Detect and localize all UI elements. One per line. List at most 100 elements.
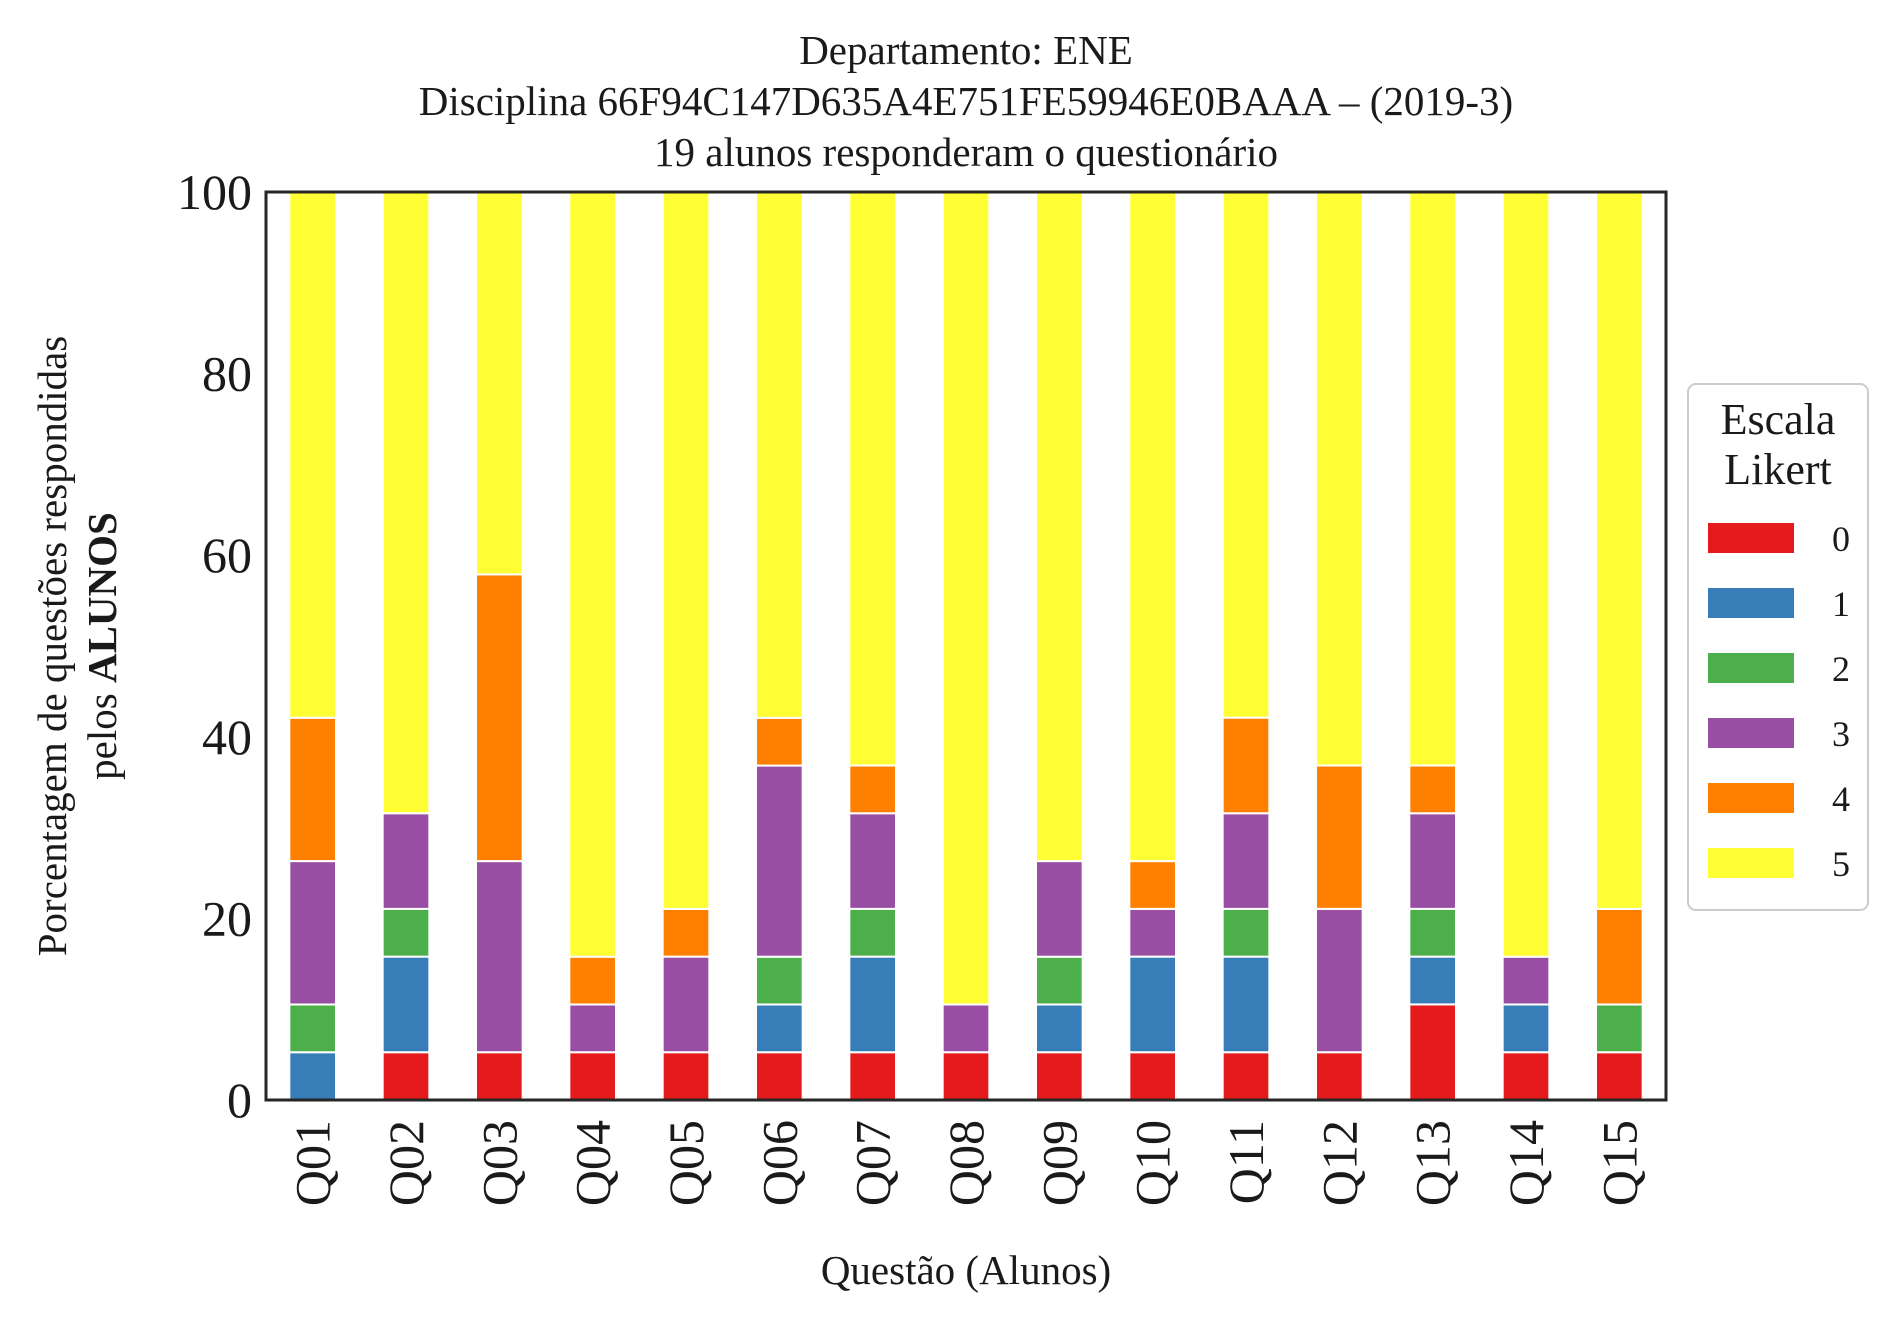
legend-title-line-2: Likert xyxy=(1724,445,1832,494)
bar-q13-likert-1 xyxy=(1408,955,1457,1006)
bar-q04-likert-4 xyxy=(568,955,618,1006)
bar-q13-likert-3 xyxy=(1408,812,1457,910)
x-tick-label: Q02 xyxy=(378,1120,434,1206)
y-tick-label: 100 xyxy=(177,164,252,220)
bar-q11-likert-0 xyxy=(1221,1051,1271,1101)
y-axis-label-line-2: pelos ALUNOS xyxy=(79,512,125,780)
bar-q09-likert-2 xyxy=(1035,955,1084,1006)
legend-frame xyxy=(1687,383,1869,911)
title-line-2: Disciplina 66F94C147D635A4E751FE59946E0B… xyxy=(419,78,1513,124)
y-axis-label-prefix: pelos xyxy=(79,683,125,780)
legend-swatch-4 xyxy=(1708,783,1794,813)
title-line-3: 19 alunos responderam o questionário xyxy=(654,129,1278,175)
y-axis-ticks: 0 20 40 60 80 100 xyxy=(177,164,252,1128)
bar-q15-likert-4 xyxy=(1595,907,1644,1006)
bar-q15-likert-0 xyxy=(1595,1051,1644,1101)
x-tick-label: Q10 xyxy=(1125,1120,1181,1206)
title-line-1: Departamento: ENE xyxy=(799,27,1133,73)
bar-q12-likert-0 xyxy=(1315,1051,1364,1101)
bar-q14-likert-1 xyxy=(1501,1003,1551,1054)
bar-q09-likert-0 xyxy=(1035,1051,1084,1101)
x-tick-label: Q07 xyxy=(845,1120,901,1206)
bar-q09-likert-3 xyxy=(1035,860,1084,958)
legend: Escala Likert 0 1 2 3 4 5 xyxy=(1687,383,1869,911)
legend-title-line-1: Escala xyxy=(1721,395,1836,444)
x-tick-label: Q08 xyxy=(938,1120,994,1206)
bar-q11-likert-3 xyxy=(1221,812,1271,910)
bar-q07-likert-3 xyxy=(848,812,898,910)
bar-q06-likert-3 xyxy=(755,764,804,958)
x-tick-label: Q05 xyxy=(658,1120,714,1206)
bar-q08-likert-5 xyxy=(941,191,991,1006)
bar-q06-likert-5 xyxy=(755,191,804,719)
legend-swatch-0 xyxy=(1708,523,1794,553)
bar-q14-likert-3 xyxy=(1501,955,1551,1006)
legend-items: 0 1 2 3 4 5 xyxy=(1708,519,1850,884)
x-tick-label: Q15 xyxy=(1591,1120,1647,1206)
bar-q05-likert-5 xyxy=(661,191,711,910)
bar-q12-likert-3 xyxy=(1315,907,1364,1054)
bar-q01-likert-2 xyxy=(288,1003,337,1054)
bar-q12-likert-5 xyxy=(1315,191,1364,767)
x-axis-ticks: Q01 Q02 Q03 Q04 Q05 Q06 Q07 Q08 Q09 Q10 Q11 Q12 Q13 Q… xyxy=(285,1120,1648,1206)
x-tick-label: Q12 xyxy=(1311,1120,1367,1206)
bar-q02-likert-5 xyxy=(381,191,431,815)
legend-swatch-2 xyxy=(1708,653,1794,683)
bar-q01-likert-5 xyxy=(288,191,337,719)
y-tick-label: 40 xyxy=(202,709,252,765)
bar-q02-likert-1 xyxy=(381,955,431,1054)
bar-q05-likert-3 xyxy=(661,955,711,1054)
bar-q15-likert-5 xyxy=(1595,191,1644,910)
bar-q06-likert-4 xyxy=(755,716,804,767)
bar-q13-likert-0 xyxy=(1408,1003,1457,1102)
legend-label-1: 1 xyxy=(1832,584,1850,624)
bar-q11-likert-4 xyxy=(1221,716,1271,815)
bar-q10-likert-3 xyxy=(1128,907,1177,958)
bar-q07-likert-5 xyxy=(848,191,898,767)
x-tick-label: Q14 xyxy=(1498,1120,1554,1206)
bar-q03-likert-3 xyxy=(475,860,524,1054)
bar-q08-likert-3 xyxy=(941,1003,991,1054)
bar-q15-likert-2 xyxy=(1595,1003,1644,1054)
legend-label-0: 0 xyxy=(1832,519,1850,559)
y-axis-label: Porcentagem de questões respondidas pelo… xyxy=(29,336,125,957)
y-axis-label-line-1: Porcentagem de questões respondidas xyxy=(29,336,75,957)
bar-q12-likert-4 xyxy=(1315,764,1364,910)
legend-swatch-1 xyxy=(1708,588,1794,618)
bar-q01-likert-1 xyxy=(288,1051,337,1101)
bar-q03-likert-5 xyxy=(475,191,524,576)
bar-q07-likert-1 xyxy=(848,955,898,1054)
legend-label-5: 5 xyxy=(1832,844,1850,884)
bars xyxy=(288,191,1644,1102)
bar-q04-likert-3 xyxy=(568,1003,618,1054)
x-tick-label: Q01 xyxy=(285,1120,341,1206)
bar-q10-likert-0 xyxy=(1128,1051,1177,1101)
bar-q13-likert-4 xyxy=(1408,764,1457,815)
x-tick-label: Q03 xyxy=(471,1120,527,1206)
y-tick-label: 80 xyxy=(202,346,252,402)
bar-q14-likert-5 xyxy=(1501,191,1551,958)
bar-q05-likert-0 xyxy=(661,1051,711,1101)
bar-q03-likert-4 xyxy=(475,573,524,863)
x-tick-label: Q06 xyxy=(751,1120,807,1206)
y-tick-label: 0 xyxy=(227,1072,252,1128)
bar-q11-likert-1 xyxy=(1221,955,1271,1054)
y-tick-label: 60 xyxy=(202,527,252,583)
legend-label-2: 2 xyxy=(1832,649,1850,689)
bar-q06-likert-2 xyxy=(755,955,804,1006)
bar-q09-likert-5 xyxy=(1035,191,1084,863)
bar-q04-likert-0 xyxy=(568,1051,618,1101)
bar-q06-likert-1 xyxy=(755,1003,804,1054)
y-axis-label-bold: ALUNOS xyxy=(79,512,125,683)
bar-q13-likert-2 xyxy=(1408,907,1457,958)
bar-q03-likert-0 xyxy=(475,1051,524,1101)
bar-q07-likert-2 xyxy=(848,907,898,958)
bar-q01-likert-3 xyxy=(288,860,337,1006)
x-tick-label: Q13 xyxy=(1405,1120,1461,1206)
bar-q06-likert-0 xyxy=(755,1051,804,1101)
bar-q07-likert-4 xyxy=(848,764,898,815)
bar-q14-likert-0 xyxy=(1501,1051,1551,1101)
bar-q07-likert-0 xyxy=(848,1051,898,1101)
bar-q11-likert-2 xyxy=(1221,907,1271,958)
